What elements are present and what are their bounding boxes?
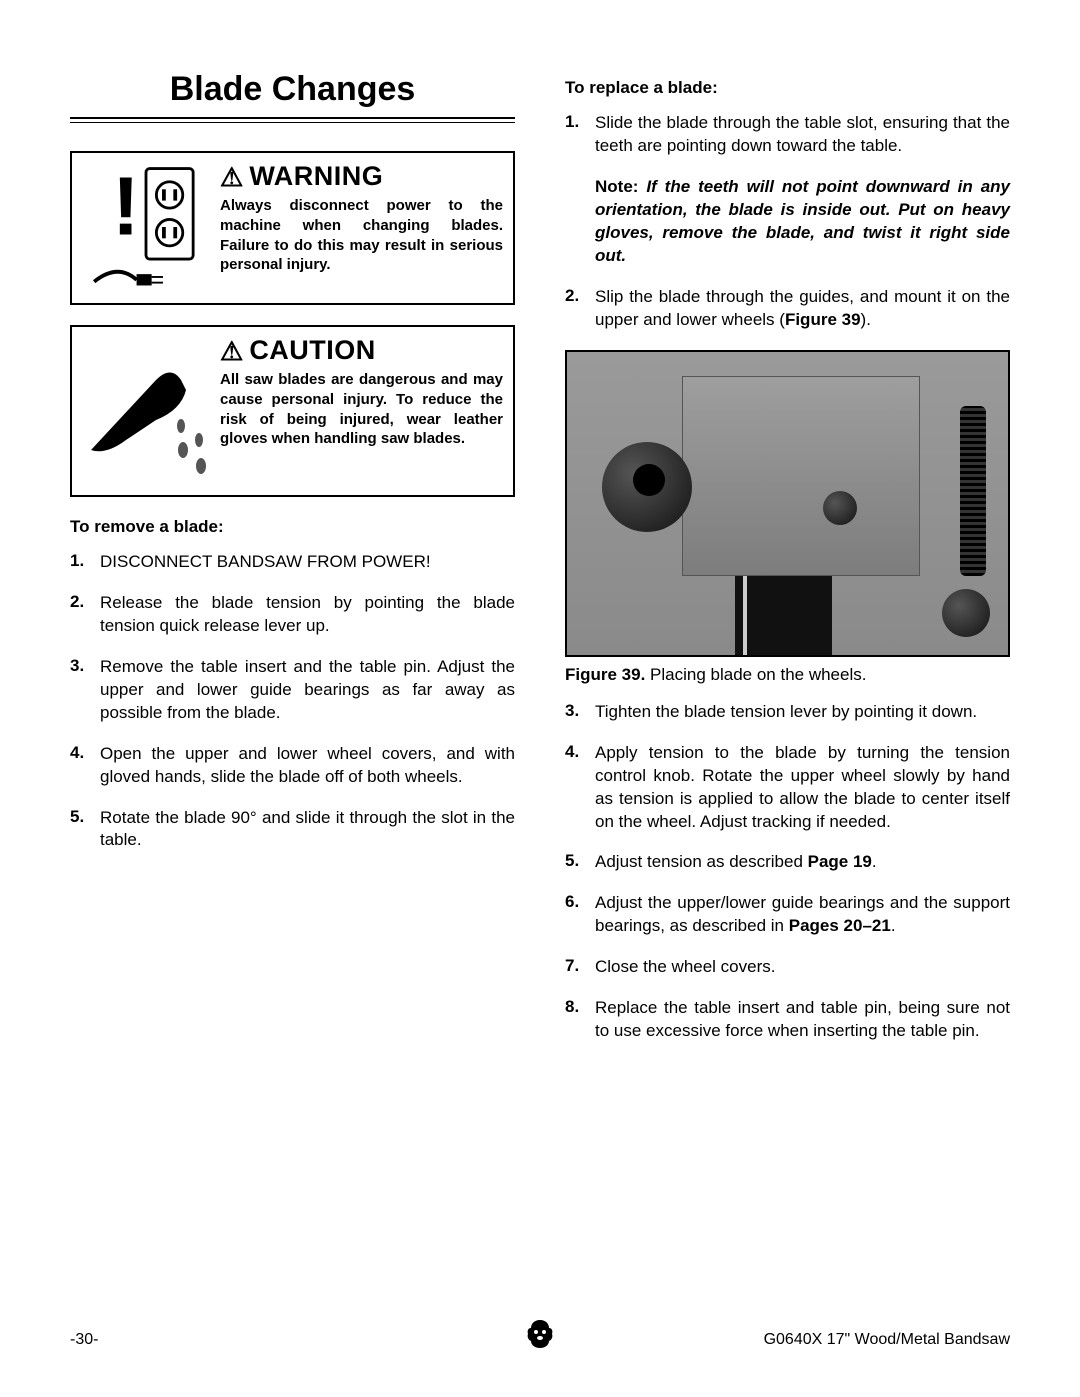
caution-box: ⚠ CAUTION All saw blades are dangerous a… — [70, 325, 515, 497]
replace-step: Adjust tension as described Page 19. — [595, 851, 1010, 874]
svg-text:!: ! — [112, 161, 140, 253]
replace-step: Adjust the upper/lower guide bearings an… — [595, 892, 1010, 938]
caution-text: All saw blades are dangerous and may cau… — [220, 370, 503, 449]
replace-steps-b: Slip the blade through the guides, and m… — [565, 286, 1010, 332]
figure-39 — [565, 350, 1010, 657]
remove-steps: DISCONNECT BANDSAW FROM POWER! Release t… — [70, 551, 515, 852]
remove-heading: To remove a blade: — [70, 517, 515, 537]
warning-text: Always disconnect power to the machine w… — [220, 196, 503, 275]
page-footer: -30- G0640X 17" Wood/Metal Bandsaw — [70, 1331, 1010, 1349]
figure-caption: Figure 39. Placing blade on the wheels. — [565, 665, 1010, 685]
warning-label: WARNING — [249, 161, 383, 192]
page-title: Blade Changes — [70, 70, 515, 109]
caution-label: CAUTION — [249, 335, 376, 366]
product-name: G0640X 17" Wood/Metal Bandsaw — [764, 1331, 1010, 1349]
replace-step: Slip the blade through the guides, and m… — [595, 286, 1010, 332]
remove-step: Open the upper and lower wheel covers, a… — [100, 743, 515, 789]
replace-step: Tighten the blade tension lever by point… — [595, 701, 1010, 724]
remove-step: DISCONNECT BANDSAW FROM POWER! — [100, 551, 515, 574]
replace-step: Slide the blade through the table slot, … — [595, 112, 1010, 158]
title-rule — [70, 117, 515, 123]
replace-note: Note: If the teeth will not point downwa… — [595, 176, 1010, 268]
brand-logo-icon — [525, 1318, 555, 1355]
remove-step: Rotate the blade 90° and slide it throug… — [100, 807, 515, 853]
replace-step: Close the wheel covers. — [595, 956, 1010, 979]
replace-heading: To replace a blade: — [565, 78, 1010, 98]
replace-step: Apply tension to the blade by turning th… — [595, 742, 1010, 834]
replace-step: Replace the table insert and table pin, … — [595, 997, 1010, 1043]
replace-steps-a: Slide the blade through the table slot, … — [565, 112, 1010, 158]
warning-triangle-icon: ⚠ — [220, 164, 243, 190]
remove-step: Remove the table insert and the table pi… — [100, 656, 515, 725]
page-number: -30- — [70, 1331, 98, 1349]
replace-steps-c: Tighten the blade tension lever by point… — [565, 701, 1010, 1043]
caution-triangle-icon: ⚠ — [220, 338, 243, 364]
unplug-icon: ! — [82, 161, 210, 293]
blade-cut-icon — [82, 335, 210, 485]
remove-step: Release the blade tension by pointing th… — [100, 592, 515, 638]
warning-box: ! ⚠ WARNING Always disconnect power to t… — [70, 151, 515, 305]
